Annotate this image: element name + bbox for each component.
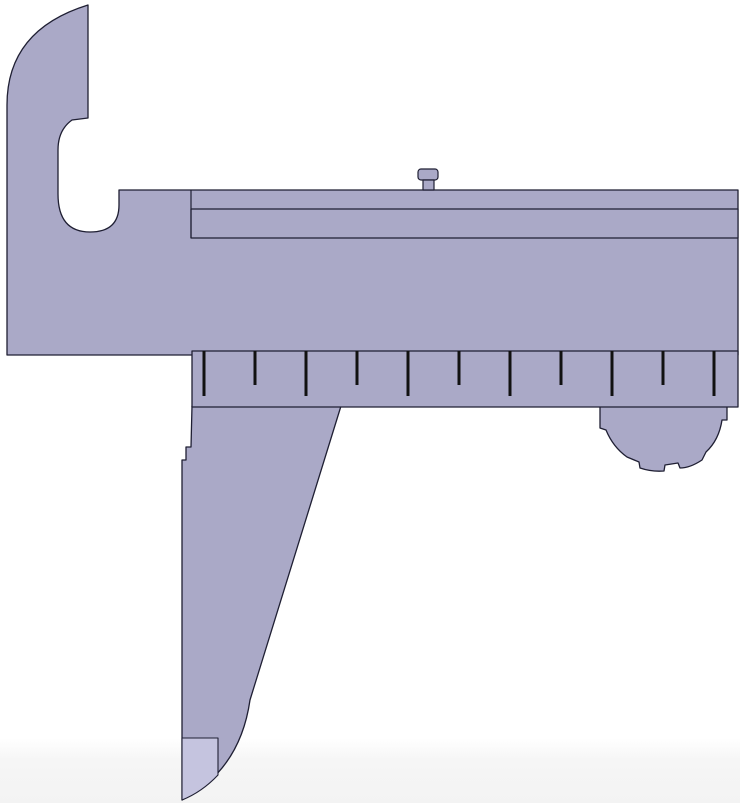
- sliding-jaw: [181, 405, 342, 801]
- rail-groove: [190, 208, 739, 239]
- lock-screw-shaft: [422, 179, 435, 191]
- vernier-slider-plate: [191, 350, 739, 408]
- lock-screw-head: [417, 168, 439, 181]
- thumb-wheel: [599, 405, 728, 472]
- main-beam: [6, 4, 739, 356]
- jaw-tip: [181, 737, 219, 801]
- vernier-scale-ticks: [202, 351, 716, 396]
